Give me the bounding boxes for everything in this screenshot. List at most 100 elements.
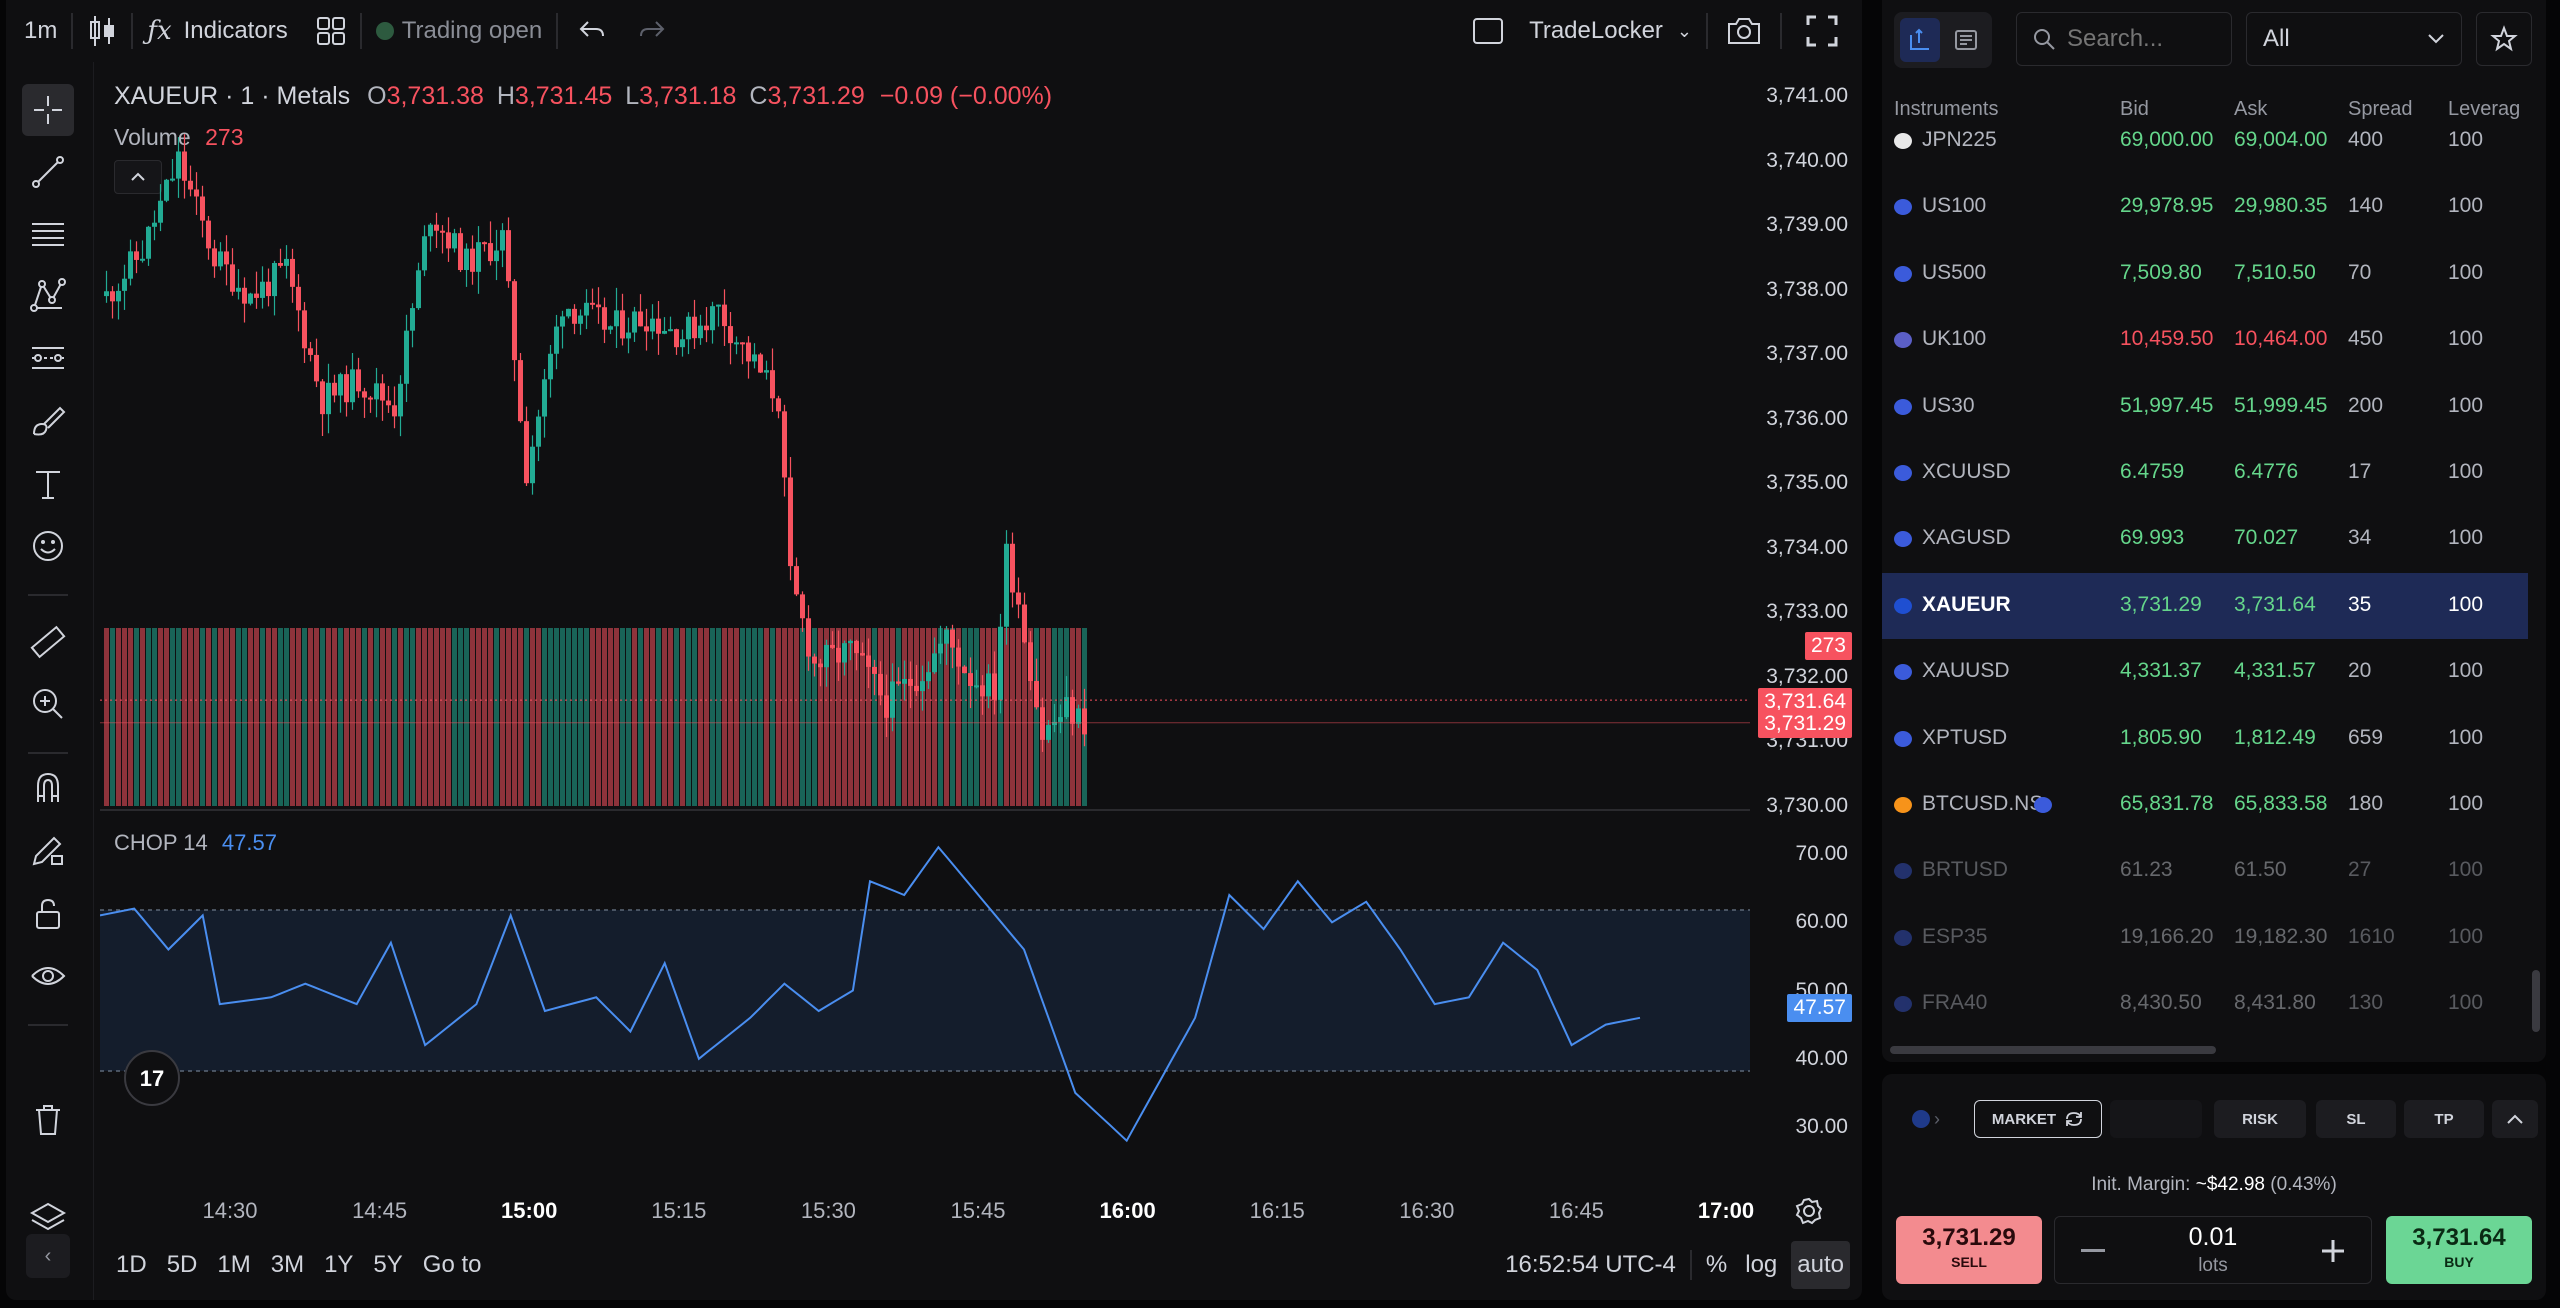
undo-button[interactable] <box>558 0 626 62</box>
decrease-lots-button[interactable] <box>2075 1233 2111 1269</box>
ask-value: 29,980.35 <box>2234 194 2328 218</box>
vertical-scrollbar[interactable] <box>2532 970 2540 1032</box>
col-leverage[interactable]: Leverag <box>2448 98 2521 120</box>
instrument-row[interactable]: FRA40 8,430.50 8,431.80 130 100 <box>1882 971 2528 1037</box>
order-input-blank[interactable] <box>2110 1100 2202 1138</box>
ask-value: 19,182.30 <box>2234 924 2328 948</box>
chart-settings-button[interactable] <box>1794 1196 1824 1226</box>
range-1d[interactable]: 1D <box>116 1251 147 1278</box>
category-filter[interactable]: All <box>2246 12 2462 66</box>
lots-value[interactable]: 0.01 <box>2188 1223 2238 1251</box>
brush-tool[interactable] <box>22 396 74 448</box>
collapse-sidebar-button[interactable]: ‹ <box>26 1234 70 1278</box>
volume-bar <box>938 628 943 806</box>
range-1y[interactable]: 1Y <box>324 1251 354 1278</box>
symbol-title[interactable]: XAUEUR · 1 · Metals <box>114 82 351 110</box>
instrument-row[interactable]: US100 29,978.95 29,980.35 140 100 <box>1882 174 2528 240</box>
col-spread[interactable]: Spread <box>2348 98 2413 120</box>
auto-toggle[interactable]: auto <box>1791 1241 1850 1289</box>
news-tab[interactable] <box>1946 18 1986 62</box>
order-type-button[interactable]: MARKET <box>1974 1100 2102 1138</box>
instrument-row[interactable]: XAGUSD 69.993 70.027 34 100 <box>1882 506 2528 572</box>
indicators-button[interactable]: ƒx Indicators <box>133 0 301 62</box>
tools-divider <box>28 594 68 596</box>
leverage-value: 100 <box>2448 460 2484 483</box>
risk-button[interactable]: RISK <box>2214 1100 2306 1138</box>
layouts-button[interactable] <box>302 0 360 62</box>
candle-body <box>926 672 931 682</box>
percent-toggle[interactable]: % <box>1705 1251 1728 1278</box>
col-bid[interactable]: Bid <box>2120 98 2149 120</box>
bid-value: 69.993 <box>2120 526 2185 550</box>
broker-selector[interactable]: TradeLocker ⌄ <box>1459 0 1706 62</box>
magnet-tool[interactable] <box>22 762 74 814</box>
search-box[interactable] <box>2016 12 2232 66</box>
instrument-row[interactable]: XPTUSD 1,805.90 1,812.49 659 100 <box>1882 706 2528 772</box>
hide-drawings-tool[interactable] <box>22 950 74 1002</box>
emoji-tool[interactable] <box>22 520 74 572</box>
expand-order-button[interactable] <box>2492 1100 2538 1138</box>
goto-button[interactable]: Go to <box>422 1251 482 1278</box>
forecast-tool[interactable] <box>22 332 74 384</box>
lock-all-tool[interactable] <box>22 888 74 940</box>
range-1m[interactable]: 1M <box>217 1251 251 1278</box>
range-5d[interactable]: 5D <box>166 1251 198 1278</box>
pattern-tool[interactable] <box>22 270 74 322</box>
volume-bar <box>170 628 175 806</box>
time-axis[interactable]: 14:30 14:45 15:00 15:15 15:30 15:45 16:00 16:15… <box>100 1190 1760 1230</box>
timezone-clock[interactable]: 16:52:54 UTC-4 <box>1505 1251 1676 1278</box>
col-ask[interactable]: Ask <box>2234 98 2268 120</box>
volume-bar <box>428 628 433 806</box>
trendline-tool[interactable] <box>22 146 74 198</box>
delete-drawings-tool[interactable] <box>22 1094 74 1146</box>
price-axis[interactable]: 3,741.00 3,740.00 3,739.00 3,738.00 3,737.00… <box>1750 62 1862 1182</box>
instrument-row[interactable]: ESP35 19,166.20 19,182.30 1610 100 <box>1882 905 2528 971</box>
instrument-name: BTCUSD.NS <box>1922 792 2044 815</box>
instrument-row[interactable]: UK100 10,459.50 10,464.00 450 100 <box>1882 307 2528 373</box>
instrument-row[interactable]: US30 51,997.45 51,999.45 200 100 <box>1882 374 2528 440</box>
sl-button[interactable]: SL <box>2316 1100 2396 1138</box>
price-chart[interactable]: 17 <box>100 62 1750 1192</box>
range-3m[interactable]: 3M <box>270 1251 305 1278</box>
redo-button[interactable] <box>626 0 678 62</box>
candle-body <box>698 325 703 339</box>
instrument-row[interactable]: BRTUSD 61.23 61.50 27 100 <box>1882 838 2528 904</box>
crosshair-tool[interactable] <box>22 84 74 136</box>
lock-drawing-tool[interactable] <box>22 824 74 876</box>
tradingview-logo[interactable] <box>124 1050 180 1106</box>
instrument-row[interactable]: JPN225 69,000.00 69,004.00 400 100 <box>1882 108 2528 174</box>
collapse-legend-button[interactable] <box>114 160 162 194</box>
tp-button[interactable]: TP <box>2404 1100 2484 1138</box>
object-tree-tool[interactable] <box>22 1192 74 1244</box>
instrument-name: US100 <box>1922 194 1987 218</box>
volume-bar <box>470 628 475 806</box>
open-label: O <box>367 82 387 110</box>
measure-tool[interactable] <box>22 616 74 668</box>
increase-lots-button[interactable] <box>2315 1233 2351 1269</box>
instrument-row[interactable]: US500 7,509.80 7,510.50 70 100 <box>1882 241 2528 307</box>
sell-button[interactable]: 3,731.29 SELL <box>1896 1216 2042 1284</box>
buy-button[interactable]: 3,731.64 BUY <box>2386 1216 2532 1284</box>
volume-bar <box>872 628 877 806</box>
range-5y[interactable]: 5Y <box>373 1251 403 1278</box>
log-toggle[interactable]: log <box>1745 1251 1778 1278</box>
interval-button[interactable]: 1m <box>24 17 58 44</box>
candle-body <box>902 678 907 684</box>
candle-type-button[interactable] <box>73 0 131 62</box>
fib-tool[interactable] <box>22 208 74 260</box>
instrument-row[interactable]: XAUEUR 3,731.29 3,731.64 35 100 <box>1882 572 2528 639</box>
zoom-tool[interactable] <box>22 678 74 730</box>
chart-sync-tab[interactable] <box>1900 18 1940 62</box>
col-instruments[interactable]: Instruments <box>1894 98 1999 120</box>
instrument-badge[interactable]: › <box>1912 1102 1946 1136</box>
horizontal-scrollbar[interactable] <box>1890 1046 2216 1054</box>
instrument-row[interactable]: XCUUSD 6.4759 6.4776 17 100 <box>1882 440 2528 506</box>
favorites-button[interactable] <box>2476 12 2532 66</box>
instrument-row[interactable]: BTCUSD.NS 65,831.78 65,833.58 180 100 <box>1882 772 2528 838</box>
screenshot-button[interactable] <box>1708 0 1780 62</box>
search-input[interactable] <box>2067 25 2217 53</box>
fullscreen-button[interactable] <box>1782 0 1862 62</box>
candle-body <box>578 315 583 324</box>
text-tool[interactable] <box>22 458 74 510</box>
instrument-row[interactable]: XAUUSD 4,331.37 4,331.57 20 100 <box>1882 639 2528 705</box>
